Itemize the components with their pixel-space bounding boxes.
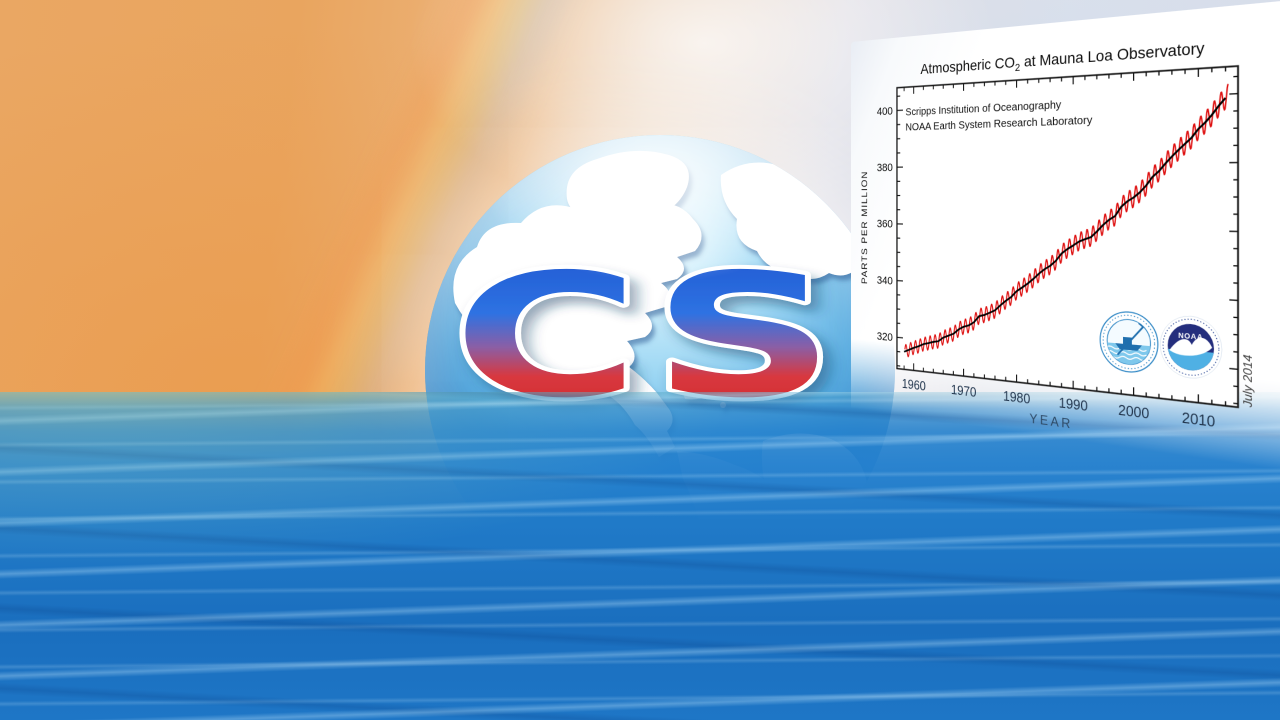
y-tick-label: 340 (877, 273, 893, 287)
x-tick-label: 1970 (951, 383, 976, 400)
chart-panel: Atmospheric CO2 at Mauna Loa Observatory… (851, 0, 1280, 476)
x-tick-label: 2010 (1182, 410, 1215, 430)
keeling-curve-chart: Atmospheric CO2 at Mauna Loa Observatory… (859, 41, 1255, 432)
tick-mark (1229, 300, 1238, 301)
y-tick-label: 380 (877, 160, 893, 174)
date-stamp: July 2014 (1240, 354, 1255, 410)
y-tick-label: 360 (877, 217, 893, 231)
x-tick-label: 1960 (902, 377, 926, 394)
x-tick-label: 1980 (1003, 389, 1030, 407)
y-tick-label: 320 (877, 329, 893, 344)
x-axis-title: YEAR (1030, 411, 1073, 432)
credit-line-2: NOAA Earth System Research Laboratory (905, 113, 1092, 133)
tick-mark (897, 337, 903, 338)
x-tick-label: 1990 (1059, 395, 1088, 414)
tick-mark (1233, 403, 1238, 404)
y-tick-label: 400 (877, 104, 893, 118)
plot-frame (897, 66, 1238, 407)
ocean-water (0, 392, 1280, 720)
tick-mark (1229, 369, 1238, 370)
x-tick-label: 2000 (1118, 402, 1149, 421)
y-axis-title: PARTS PER MILLION (859, 171, 869, 285)
